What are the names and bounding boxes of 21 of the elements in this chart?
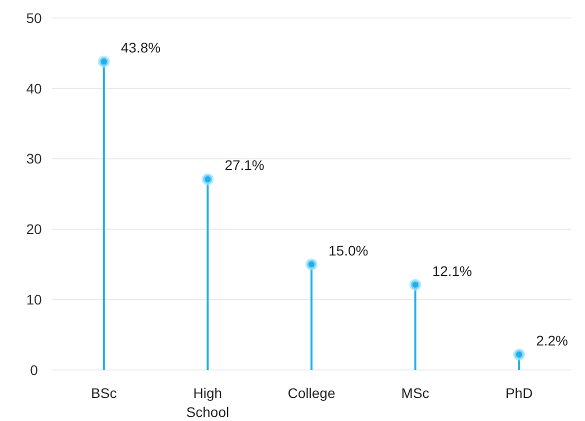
x-tick-label: BSc bbox=[91, 385, 117, 401]
y-tick-label: 40 bbox=[26, 80, 42, 96]
point bbox=[306, 258, 318, 270]
y-tick-label: 30 bbox=[26, 150, 42, 167]
data-label: 15.0% bbox=[328, 242, 368, 258]
data-label: 12.1% bbox=[432, 262, 472, 279]
x-tick-label: PhD bbox=[505, 385, 533, 401]
y-tick-label: 10 bbox=[26, 292, 42, 308]
point bbox=[98, 56, 110, 68]
point bbox=[409, 278, 422, 291]
data-label: 2.2% bbox=[536, 332, 568, 349]
x-tick-label: High School bbox=[186, 385, 230, 420]
data-label: 43.8% bbox=[120, 40, 161, 56]
x-tick-label: MSc bbox=[401, 385, 430, 401]
y-tick-label: 50 bbox=[26, 10, 42, 26]
x-tick-label: College bbox=[288, 385, 336, 401]
y-tick-label: 20 bbox=[26, 221, 42, 238]
y-tick-label: 0 bbox=[30, 362, 38, 378]
point bbox=[513, 348, 526, 361]
data-label: 27.1% bbox=[224, 157, 264, 174]
point bbox=[202, 173, 214, 186]
